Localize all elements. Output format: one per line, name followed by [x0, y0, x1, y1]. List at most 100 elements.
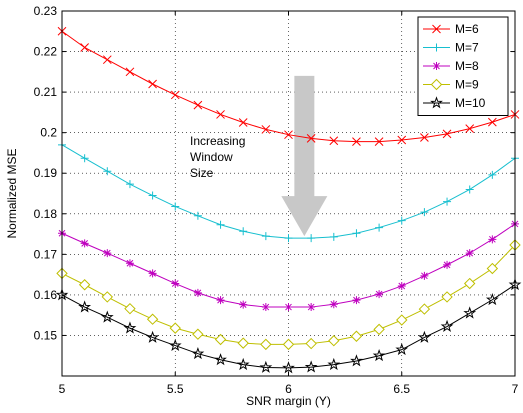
data-point — [352, 296, 361, 305]
data-point — [102, 55, 112, 65]
legend-label: M=8 — [455, 59, 479, 73]
data-point — [306, 133, 316, 143]
data-point — [305, 337, 317, 350]
series-m-10 — [55, 278, 522, 374]
legend-label: M=6 — [455, 22, 479, 36]
data-point — [237, 337, 249, 349]
data-point — [441, 291, 453, 303]
data-point — [238, 118, 248, 127]
data-point — [304, 360, 318, 373]
data-point — [329, 232, 338, 241]
data-point — [485, 293, 499, 306]
x-tick-label: 6.5 — [393, 382, 410, 396]
data-point — [146, 313, 159, 325]
data-point — [216, 220, 225, 229]
data-point — [465, 249, 474, 258]
data-point — [307, 234, 316, 243]
data-point — [418, 303, 431, 315]
data-point — [465, 185, 474, 194]
legend-marker — [430, 78, 443, 91]
data-point — [80, 43, 90, 52]
data-point — [282, 338, 295, 351]
data-point — [171, 279, 180, 288]
increasing-window-arrow — [281, 75, 328, 237]
data-point — [101, 291, 114, 303]
annotation-text-line: Increasing — [190, 134, 245, 148]
data-point — [78, 279, 91, 291]
y-tick-label: 0.21 — [34, 85, 58, 99]
data-point — [124, 302, 136, 315]
data-point — [193, 288, 202, 297]
data-point — [78, 300, 92, 313]
data-point — [284, 130, 293, 140]
data-point — [169, 322, 181, 334]
legend-entry: M=8 — [423, 59, 479, 73]
y-tick-label: 0.18 — [34, 207, 58, 221]
annotation-text-line: Window — [190, 150, 233, 164]
data-point — [328, 335, 340, 347]
data-point — [168, 338, 182, 352]
legend-label: M=9 — [455, 78, 479, 92]
data-point — [373, 323, 385, 336]
annotation-arrow-group — [281, 75, 328, 237]
y-tick-label: 0.15 — [34, 328, 58, 342]
data-point — [352, 229, 361, 238]
data-point — [329, 136, 339, 146]
data-point — [261, 303, 270, 312]
y-tick-label: 0.22 — [34, 45, 58, 59]
series-group — [55, 26, 522, 374]
data-point — [148, 191, 157, 200]
legend-marker — [430, 96, 443, 109]
data-point — [350, 354, 363, 367]
data-point — [284, 234, 293, 243]
data-point — [125, 180, 134, 189]
data-point — [465, 124, 475, 133]
legend-marker — [432, 62, 441, 70]
series-line — [61, 284, 516, 369]
data-point — [420, 208, 429, 217]
legend-label: M=10 — [455, 96, 486, 110]
data-point — [440, 319, 454, 332]
x-tick-label: 5.5 — [167, 382, 184, 396]
legend-entry: M=10 — [423, 96, 486, 110]
data-point — [374, 137, 384, 146]
data-point — [375, 290, 384, 299]
data-point — [395, 342, 409, 356]
data-point — [170, 90, 180, 100]
data-point — [488, 235, 497, 244]
legend: M=6 M=7 M=8 M=9 M=10 — [417, 16, 509, 116]
data-point — [216, 110, 225, 119]
data-point — [216, 296, 225, 305]
data-point — [261, 125, 271, 134]
data-point — [327, 357, 341, 371]
data-point — [148, 269, 157, 278]
data-point — [171, 202, 180, 211]
data-point — [397, 135, 407, 145]
data-point — [148, 79, 157, 89]
annotation-text-group: Increasing Window Size — [190, 134, 245, 180]
data-point — [350, 330, 363, 342]
series-m-9 — [56, 239, 521, 351]
data-point — [463, 306, 477, 319]
legend-entry: M=7 — [423, 41, 479, 55]
data-point — [396, 314, 408, 326]
data-point — [192, 328, 204, 340]
legend-label: M=7 — [455, 41, 479, 55]
y-axis-label: Normalized MSE — [5, 148, 19, 238]
data-point — [442, 129, 452, 139]
axis-ticks: 5 5.5 6 6.5 7 0.15 0.16 0.17 0.18 0.19 0.2 0.21 0.22… — [34, 4, 519, 396]
data-point — [487, 117, 497, 127]
data-point — [125, 259, 134, 268]
data-point — [352, 137, 361, 146]
annotation-text-line: Size — [190, 166, 214, 180]
data-point — [420, 271, 429, 280]
data-point — [259, 360, 273, 373]
y-tick-label: 0.17 — [34, 247, 58, 261]
data-point — [397, 216, 406, 225]
legend-entry: M=6 — [423, 22, 479, 36]
legend-marker — [432, 43, 441, 52]
data-point — [284, 303, 293, 312]
data-point — [260, 338, 272, 351]
data-point — [146, 330, 159, 343]
data-point — [372, 349, 386, 362]
